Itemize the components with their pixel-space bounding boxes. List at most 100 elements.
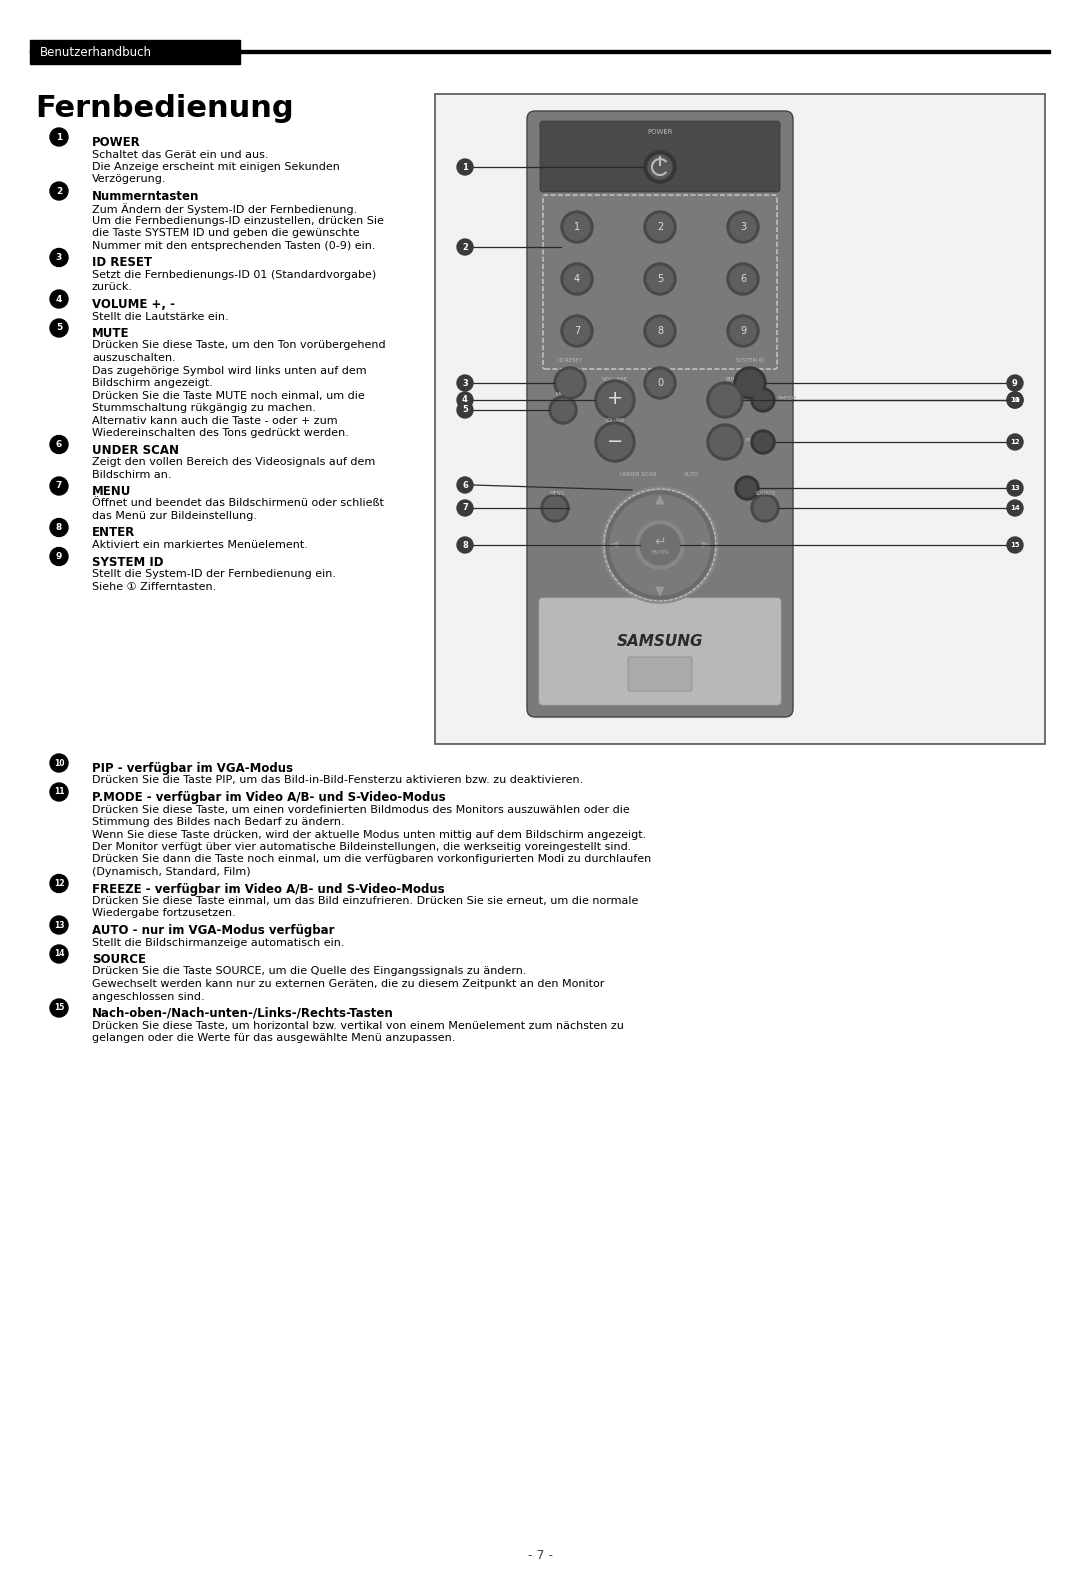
Text: 8: 8 [56, 523, 63, 532]
Circle shape [754, 432, 772, 451]
Text: 10: 10 [54, 759, 64, 768]
Circle shape [552, 399, 573, 421]
Circle shape [595, 380, 635, 420]
Circle shape [751, 429, 775, 455]
Text: MENU: MENU [92, 485, 132, 497]
Text: ID RESET: ID RESET [558, 358, 582, 363]
Circle shape [564, 266, 590, 291]
Circle shape [50, 754, 68, 771]
Circle shape [735, 477, 759, 501]
Text: 9: 9 [56, 551, 63, 561]
Circle shape [50, 874, 68, 892]
Text: VOLUME: VOLUME [605, 418, 625, 423]
Text: POWER: POWER [92, 136, 140, 149]
Text: VOLUME +, -: VOLUME +, - [92, 298, 175, 310]
Text: Die Anzeige erscheint mit einigen Sekunden: Die Anzeige erscheint mit einigen Sekund… [92, 162, 340, 173]
Text: (Dynamisch, Standard, Film): (Dynamisch, Standard, Film) [92, 866, 251, 878]
Text: 14: 14 [54, 949, 64, 958]
Text: PIP - verfügbar im VGA-Modus: PIP - verfügbar im VGA-Modus [92, 762, 293, 775]
Text: 4: 4 [462, 396, 468, 404]
Text: FREEZE: FREEZE [745, 437, 765, 442]
Circle shape [647, 214, 673, 241]
Circle shape [564, 214, 590, 241]
Circle shape [564, 318, 590, 344]
Circle shape [50, 128, 68, 146]
Circle shape [598, 425, 632, 459]
Text: 4: 4 [56, 295, 63, 304]
Circle shape [730, 318, 756, 344]
Circle shape [544, 497, 566, 520]
Bar [435, 93, 1045, 744]
Text: MENU: MENU [550, 491, 565, 496]
Text: Wiedergabe fortzusetzen.: Wiedergabe fortzusetzen. [92, 909, 235, 919]
Text: Schaltet das Gerät ein und aus.: Schaltet das Gerät ein und aus. [92, 149, 269, 160]
Text: 7: 7 [462, 504, 468, 513]
Circle shape [50, 290, 68, 307]
Circle shape [561, 211, 593, 242]
Circle shape [707, 425, 743, 459]
Circle shape [727, 315, 759, 347]
Circle shape [707, 382, 743, 418]
Text: 13: 13 [1010, 485, 1020, 491]
Text: ENTER: ENTER [651, 550, 669, 554]
Text: POWER: POWER [647, 128, 673, 135]
Text: 13: 13 [54, 920, 64, 930]
Text: Zeigt den vollen Bereich des Videosignals auf dem: Zeigt den vollen Bereich des Videosignal… [92, 458, 375, 467]
Text: ▲: ▲ [656, 493, 665, 505]
Text: Zum Ändern der System-ID der Fernbedienung.: Zum Ändern der System-ID der Fernbedienu… [92, 203, 357, 215]
Text: 5: 5 [657, 274, 663, 284]
Circle shape [50, 436, 68, 453]
Text: auszuschalten.: auszuschalten. [92, 353, 176, 363]
Circle shape [710, 428, 740, 458]
Text: 12: 12 [1010, 439, 1020, 445]
Circle shape [1007, 480, 1023, 496]
Text: 6: 6 [462, 480, 468, 489]
Circle shape [50, 518, 68, 537]
Text: Öffnet und beendet das Bildschirmenü oder schließt: Öffnet und beendet das Bildschirmenü ode… [92, 499, 383, 508]
Circle shape [50, 477, 68, 494]
Text: P.MODE: P.MODE [778, 396, 798, 401]
Circle shape [738, 478, 756, 497]
Text: MUTE: MUTE [555, 391, 570, 398]
Circle shape [647, 371, 673, 396]
Circle shape [710, 385, 740, 415]
Text: Wiedereinschalten des Tons gedrückt werden.: Wiedereinschalten des Tons gedrückt werd… [92, 428, 349, 439]
Text: gelangen oder die Werte für das ausgewählte Menü anzupassen.: gelangen oder die Werte für das ausgewäh… [92, 1033, 456, 1042]
Text: ENTER: ENTER [92, 526, 135, 540]
Circle shape [561, 315, 593, 347]
Text: 11: 11 [54, 787, 64, 797]
Circle shape [50, 1000, 68, 1017]
Text: Fernbedienung: Fernbedienung [35, 93, 294, 124]
Text: SOURCE: SOURCE [92, 954, 146, 966]
Circle shape [751, 494, 779, 523]
Circle shape [644, 150, 676, 184]
Circle shape [595, 421, 635, 463]
Circle shape [606, 491, 714, 599]
Circle shape [730, 214, 756, 241]
Circle shape [1007, 537, 1023, 553]
Text: 8: 8 [462, 540, 468, 550]
Circle shape [734, 367, 766, 399]
Text: SOURCE: SOURCE [754, 491, 775, 496]
Circle shape [647, 318, 673, 344]
Circle shape [457, 239, 473, 255]
Text: Bildschirm angezeigt.: Bildschirm angezeigt. [92, 379, 213, 388]
Text: Drücken Sie dann die Taste noch einmal, um die verfügbaren vorkonfigurierten Mod: Drücken Sie dann die Taste noch einmal, … [92, 854, 651, 865]
Text: 6: 6 [56, 440, 63, 448]
Circle shape [1007, 391, 1023, 409]
Text: MUTE: MUTE [92, 326, 130, 341]
Text: 8: 8 [657, 326, 663, 336]
Text: ID RESET: ID RESET [92, 257, 152, 269]
Text: Stellt die Bildschirmanzeige automatisch ein.: Stellt die Bildschirmanzeige automatisch… [92, 938, 345, 947]
Text: 3: 3 [56, 253, 63, 261]
Text: Der Monitor verfügt über vier automatische Bildeinstellungen, die werkseitig vor: Der Monitor verfügt über vier automatisc… [92, 843, 632, 852]
Text: ◄: ◄ [609, 539, 619, 551]
Circle shape [50, 946, 68, 963]
Text: Stimmung des Bildes nach Bedarf zu ändern.: Stimmung des Bildes nach Bedarf zu änder… [92, 817, 345, 827]
Circle shape [1007, 434, 1023, 450]
Text: 14: 14 [1010, 505, 1020, 512]
Circle shape [602, 486, 718, 604]
Text: 10: 10 [1010, 398, 1020, 402]
Text: 15: 15 [54, 1004, 64, 1012]
Text: Benutzerhandbuch: Benutzerhandbuch [40, 46, 152, 59]
